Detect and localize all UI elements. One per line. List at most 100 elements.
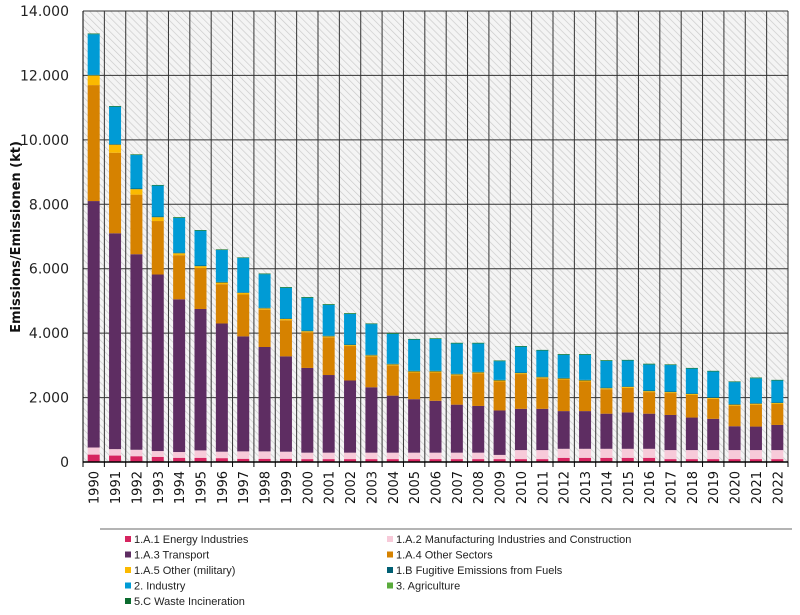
bar-segment: [279, 356, 292, 452]
bar-segment: [621, 387, 634, 413]
bar-segment: [771, 424, 784, 451]
bar-segment: [771, 450, 784, 460]
x-tick-label: 2000: [301, 471, 316, 504]
bar-segment: [130, 154, 143, 155]
bar-segment: [685, 450, 698, 460]
x-tick-label: 1990: [88, 471, 103, 504]
bar-segment: [301, 452, 314, 460]
bar-segment: [301, 330, 314, 332]
bar-segment: [258, 346, 271, 452]
legend-swatch: [387, 582, 393, 589]
y-tick-label: 0: [60, 455, 69, 471]
bar-segment: [536, 459, 549, 462]
bar-segment: [621, 360, 634, 387]
x-tick-label: 2004: [387, 471, 402, 504]
bar-segment: [728, 404, 741, 406]
bar-segment: [600, 448, 613, 458]
bar-segment: [130, 189, 143, 195]
x-tick-label: 2014: [600, 471, 615, 504]
y-tick-label: 10.000: [20, 133, 69, 149]
bar-segment: [279, 320, 292, 357]
bar-segment: [749, 404, 762, 427]
bar-segment: [194, 230, 207, 231]
bar-segment: [215, 451, 228, 459]
bar-segment: [258, 307, 271, 309]
x-tick-label: 2022: [771, 471, 786, 504]
bar-segment: [579, 379, 592, 381]
bar-segment: [600, 360, 613, 388]
axes: 0 2.000 4.000 6.000 8.000 10.000 12.000 14.000 1…: [20, 4, 789, 504]
bar-segment: [685, 368, 698, 394]
bar-segment: [215, 284, 228, 324]
bar-segment: [258, 458, 271, 462]
bar-segment: [514, 374, 527, 409]
bar-segment: [514, 372, 527, 374]
bar-segment: [173, 452, 186, 458]
bar-segment: [365, 452, 378, 460]
bar-segment: [408, 371, 421, 373]
x-tick-label: 2001: [323, 471, 338, 504]
bar-segment: [664, 364, 677, 365]
bar-segment: [749, 377, 762, 379]
bar-segment: [258, 308, 271, 310]
bar-segment: [130, 194, 143, 255]
bar-segment: [237, 257, 250, 258]
bar-segment: [472, 373, 485, 406]
bar-segment: [151, 217, 164, 222]
bar-segment: [344, 459, 357, 462]
legend-label: 3. Agriculture: [396, 581, 460, 593]
x-tick-label: 2011: [536, 471, 551, 504]
x-tick-label: 2002: [344, 471, 359, 504]
bar-segment: [450, 459, 463, 462]
bar-segment: [621, 448, 634, 458]
bar-segment: [279, 287, 292, 319]
bar-segment: [472, 371, 485, 373]
bar-segment: [301, 459, 314, 462]
bar-segment: [429, 371, 442, 373]
bar-segment: [130, 188, 143, 190]
legend-swatch: [387, 551, 393, 558]
y-tick-label: 6.000: [29, 262, 69, 278]
bar-segment: [109, 233, 122, 450]
x-tick-label: 2021: [750, 471, 765, 504]
bar-segment: [643, 413, 656, 449]
bar-segment: [322, 452, 335, 460]
bar-segment: [322, 304, 335, 305]
y-tick-label: 8.000: [29, 197, 69, 213]
bar-segment: [514, 408, 527, 451]
legend: 1.A.1 Energy Industries 1.A.2 Manufacturi…: [125, 534, 631, 608]
bar-segment: [237, 458, 250, 462]
bar-segment: [536, 408, 549, 451]
bar-segment: [386, 333, 399, 364]
bar-segment: [258, 273, 271, 275]
bar-segment: [279, 318, 292, 321]
x-tick-label: 1998: [259, 471, 274, 504]
bar-segment: [322, 375, 335, 453]
legend-swatch: [125, 598, 131, 604]
bar-segment: [408, 459, 421, 462]
bar-segment: [472, 452, 485, 460]
bar-segment: [173, 252, 186, 254]
bar-segment: [707, 397, 720, 399]
x-tick-label: 2005: [408, 471, 423, 504]
bar-segment: [749, 459, 762, 462]
bar-segment: [87, 454, 100, 462]
bar-segment: [707, 370, 720, 372]
bar-segment: [301, 331, 314, 333]
bar-segment: [557, 378, 570, 380]
bar-segment: [215, 458, 228, 462]
bar-segment: [664, 450, 677, 460]
bar-segment: [130, 254, 143, 450]
y-tick-label: 2.000: [29, 391, 69, 407]
bar-segment: [450, 374, 463, 376]
bar-segment: [109, 106, 122, 107]
bar-segment: [728, 426, 741, 451]
bar-segment: [557, 448, 570, 458]
bar-segment: [429, 400, 442, 453]
bar-segment: [579, 354, 592, 380]
legend-label: 2. Industry: [134, 581, 186, 593]
x-tick-label: 1995: [195, 471, 210, 504]
bar-segment: [579, 380, 592, 382]
bar-segment: [707, 459, 720, 462]
